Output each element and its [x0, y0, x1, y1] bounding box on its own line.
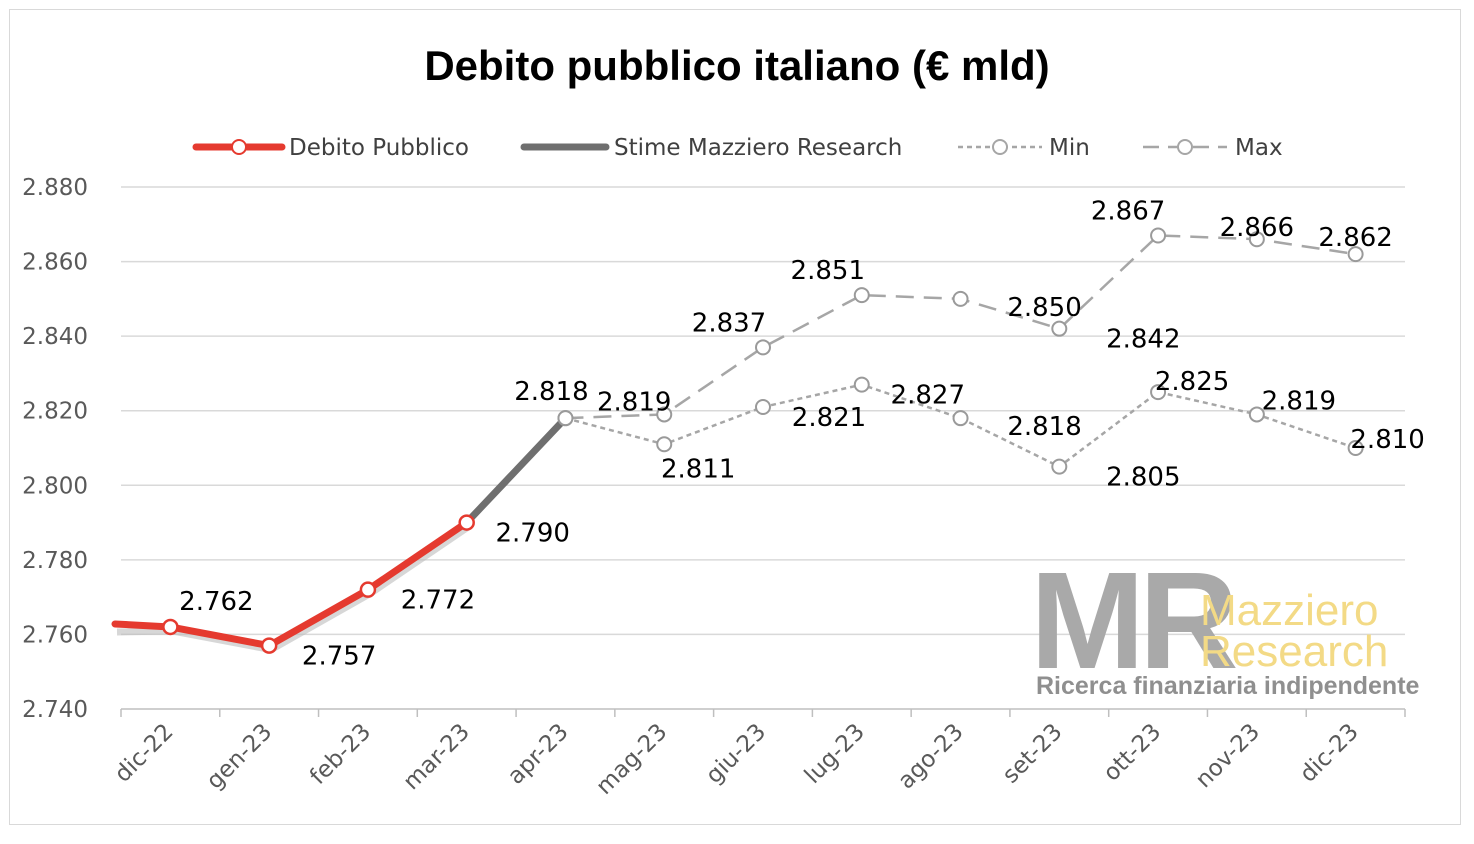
x-tick-label: ott-23: [1099, 719, 1167, 787]
data-label: 2.819: [1262, 386, 1336, 416]
marker-min: [1347, 440, 1364, 456]
data-label: 2.810: [1350, 425, 1424, 455]
data-label: 2.757: [302, 642, 376, 672]
data-label: 2.821: [792, 403, 866, 433]
legend-item-stime: Stime Mazziero Research: [520, 135, 902, 161]
data-label: 2.818: [514, 377, 588, 407]
marker-max: [656, 406, 673, 423]
x-tick-label: mar-23: [399, 719, 475, 795]
data-label: 2.805: [1106, 463, 1180, 493]
data-label: 2.772: [401, 586, 475, 616]
legend-item-max: Max: [1143, 135, 1283, 161]
x-tick-label: gen-23: [202, 719, 278, 795]
y-tick-label: 2.820: [22, 399, 88, 425]
x-tick-label: giu-23: [701, 719, 771, 789]
marker-min: [853, 376, 870, 393]
brand-line-2: Research: [1200, 627, 1388, 676]
chart-title: Debito pubblico italiano (€ mld): [424, 42, 1049, 89]
data-label: 2.790: [495, 519, 569, 549]
marker-debito: [458, 514, 475, 531]
legend-label-min: Min: [1049, 135, 1090, 161]
grid: [121, 186, 1405, 636]
y-tick-label: 2.800: [22, 473, 88, 499]
marker-max: [1051, 320, 1068, 337]
marker-min: [1150, 384, 1167, 401]
legend-marker-max: [1177, 139, 1193, 155]
legend-item-debito: Debito Pubblico: [192, 135, 469, 161]
data-label: 2.818: [1007, 412, 1081, 442]
marker-min: [952, 410, 969, 427]
y-tick-label: 2.780: [22, 548, 88, 574]
data-label: 2.811: [661, 454, 735, 484]
marker-min: [1051, 458, 1068, 475]
data-label: 2.827: [891, 381, 965, 411]
legend-label-max: Max: [1235, 135, 1283, 161]
marker-max: [557, 410, 574, 427]
y-tick-label: 2.880: [22, 175, 88, 201]
data-label: 2.862: [1318, 223, 1392, 253]
y-tick-label: 2.860: [22, 250, 88, 276]
legend-label-stime: Stime Mazziero Research: [614, 135, 902, 161]
brand-tagline: Ricerca finanziaria indipendente: [1036, 672, 1420, 700]
marker-min: [1248, 406, 1265, 423]
marker-debito: [162, 618, 179, 636]
series-layer: [111, 227, 1364, 654]
legend-marker-debito: [231, 139, 247, 155]
marker-max: [1347, 246, 1364, 263]
legend-marker-min: [992, 139, 1008, 155]
brand-line-1: Mazziero: [1200, 586, 1379, 635]
marker-max: [755, 339, 771, 356]
marker-debito: [260, 637, 278, 654]
data-label: 2.837: [692, 308, 766, 338]
data-label: 2.867: [1091, 196, 1165, 226]
marker-min: [656, 436, 673, 453]
marker-max: [1150, 227, 1167, 244]
data-label: 2.819: [597, 387, 671, 417]
x-tick-label: apr-23: [503, 719, 574, 790]
data-label: 2.866: [1220, 213, 1294, 243]
data-label: 2.842: [1106, 325, 1180, 355]
watermark-logo: MR Mazziero Research Ricerca finanziaria…: [1030, 544, 1420, 700]
x-tick-label: mag-23: [591, 719, 672, 800]
x-tick-label: lug-23: [800, 719, 870, 789]
data-label: 2.851: [791, 256, 865, 286]
series-line-stime: [463, 414, 569, 527]
x-tick-label: ago-23: [893, 719, 968, 794]
data-labels: 2.762 2.757 2.772 2.790 2.818 2.819 2.837 2.851…: [179, 196, 1425, 671]
x-tick-label: set-23: [998, 719, 1068, 789]
data-label: 2.825: [1155, 367, 1229, 397]
data-label: 2.850: [1007, 293, 1081, 323]
legend: Debito Pubblico Stime Mazziero Research …: [192, 135, 1283, 161]
x-tick-label: dic-22: [110, 719, 179, 788]
x-tick-label: feb-23: [305, 719, 376, 790]
x-tick-label: dic-23: [1295, 719, 1364, 788]
legend-item-min: Min: [958, 135, 1090, 161]
y-tick-label: 2.840: [22, 324, 88, 350]
marker-max: [853, 287, 870, 304]
logo-letters: MR: [1030, 544, 1236, 698]
series-line-min: [565, 383, 1357, 469]
y-tick-label: 2.760: [22, 622, 88, 648]
marker-min: [755, 398, 771, 415]
axes: 2.740 2.760 2.780 2.800 2.820 2.840 2.860 2.880…: [22, 175, 1406, 800]
x-tick-label: nov-23: [1191, 719, 1265, 793]
y-tick-label: 2.740: [22, 697, 88, 723]
marker-debito: [359, 581, 377, 598]
marker-max: [952, 290, 969, 307]
data-label: 2.762: [179, 587, 253, 617]
legend-label-debito: Debito Pubblico: [289, 135, 469, 161]
marker-max: [1248, 231, 1265, 248]
